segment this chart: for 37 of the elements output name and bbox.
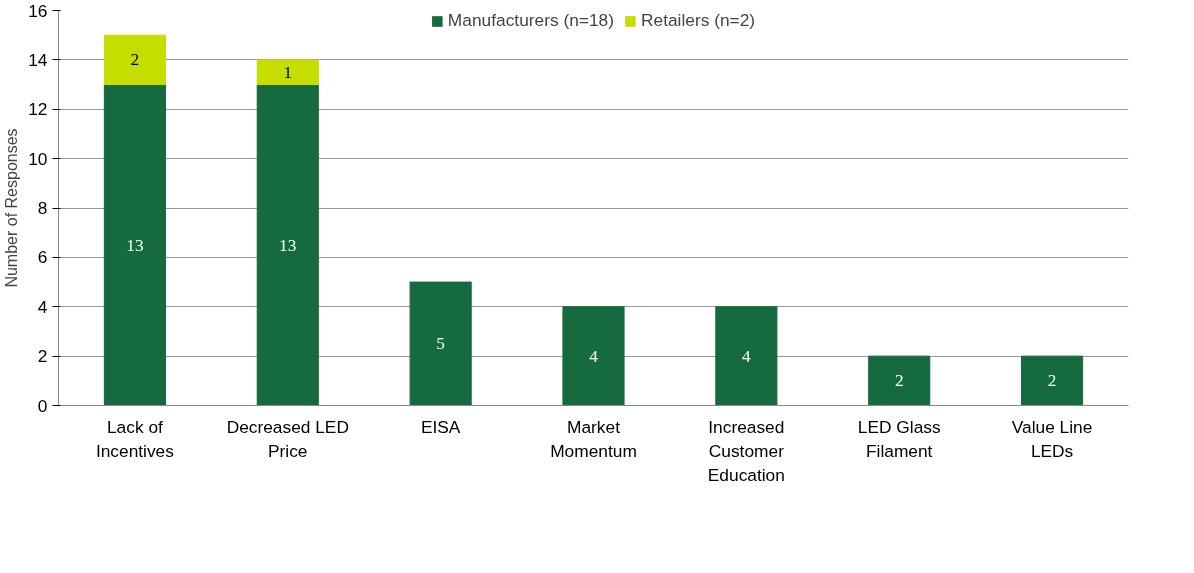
- x-tick-label: Market Momentum: [550, 416, 637, 461]
- data-label: 5: [436, 334, 445, 354]
- bar: [715, 306, 778, 406]
- y-axis-title: Number of Responses: [3, 128, 21, 288]
- data-label: 4: [589, 346, 599, 366]
- bar: [256, 84, 319, 406]
- data-label: 13: [279, 235, 297, 255]
- bar: [103, 84, 166, 406]
- data-label: 1: [283, 62, 293, 82]
- data-label: 4: [742, 346, 752, 366]
- x-tick-label: Increased Customer Education: [707, 416, 785, 485]
- y-tick-label: 6: [37, 247, 48, 268]
- bar: [256, 59, 319, 86]
- bar: [103, 34, 166, 86]
- bar: [562, 306, 625, 406]
- x-tick-label: Decreased LED Price: [226, 416, 349, 461]
- legend-label: Retailers (n=2): [641, 10, 756, 31]
- y-tick-label: 2: [37, 346, 48, 367]
- bar: [868, 355, 931, 406]
- data-label: 2: [894, 371, 904, 391]
- y-tick-label: 14: [28, 49, 48, 70]
- y-tick-label: 4: [37, 296, 48, 317]
- data-label: 2: [130, 50, 140, 70]
- x-tick-label: Value Line LEDs: [1011, 416, 1093, 461]
- data-label: 13: [126, 235, 144, 255]
- x-tick-label: LED Glass Filament: [857, 416, 941, 461]
- y-tick-label: 12: [28, 99, 48, 120]
- y-tick-label: 16: [28, 0, 48, 21]
- y-tick-label: 0: [37, 395, 48, 416]
- data-label: 2: [1047, 371, 1057, 391]
- bar: [1021, 355, 1084, 406]
- y-tick-label: 10: [28, 148, 48, 169]
- x-tick-label: Lack of Incentives: [95, 416, 175, 461]
- y-tick-label: 8: [37, 198, 48, 218]
- x-tick-label: EISA: [420, 416, 461, 437]
- legend-label: Manufacturers (n=18): [447, 10, 615, 31]
- bar: [409, 281, 472, 406]
